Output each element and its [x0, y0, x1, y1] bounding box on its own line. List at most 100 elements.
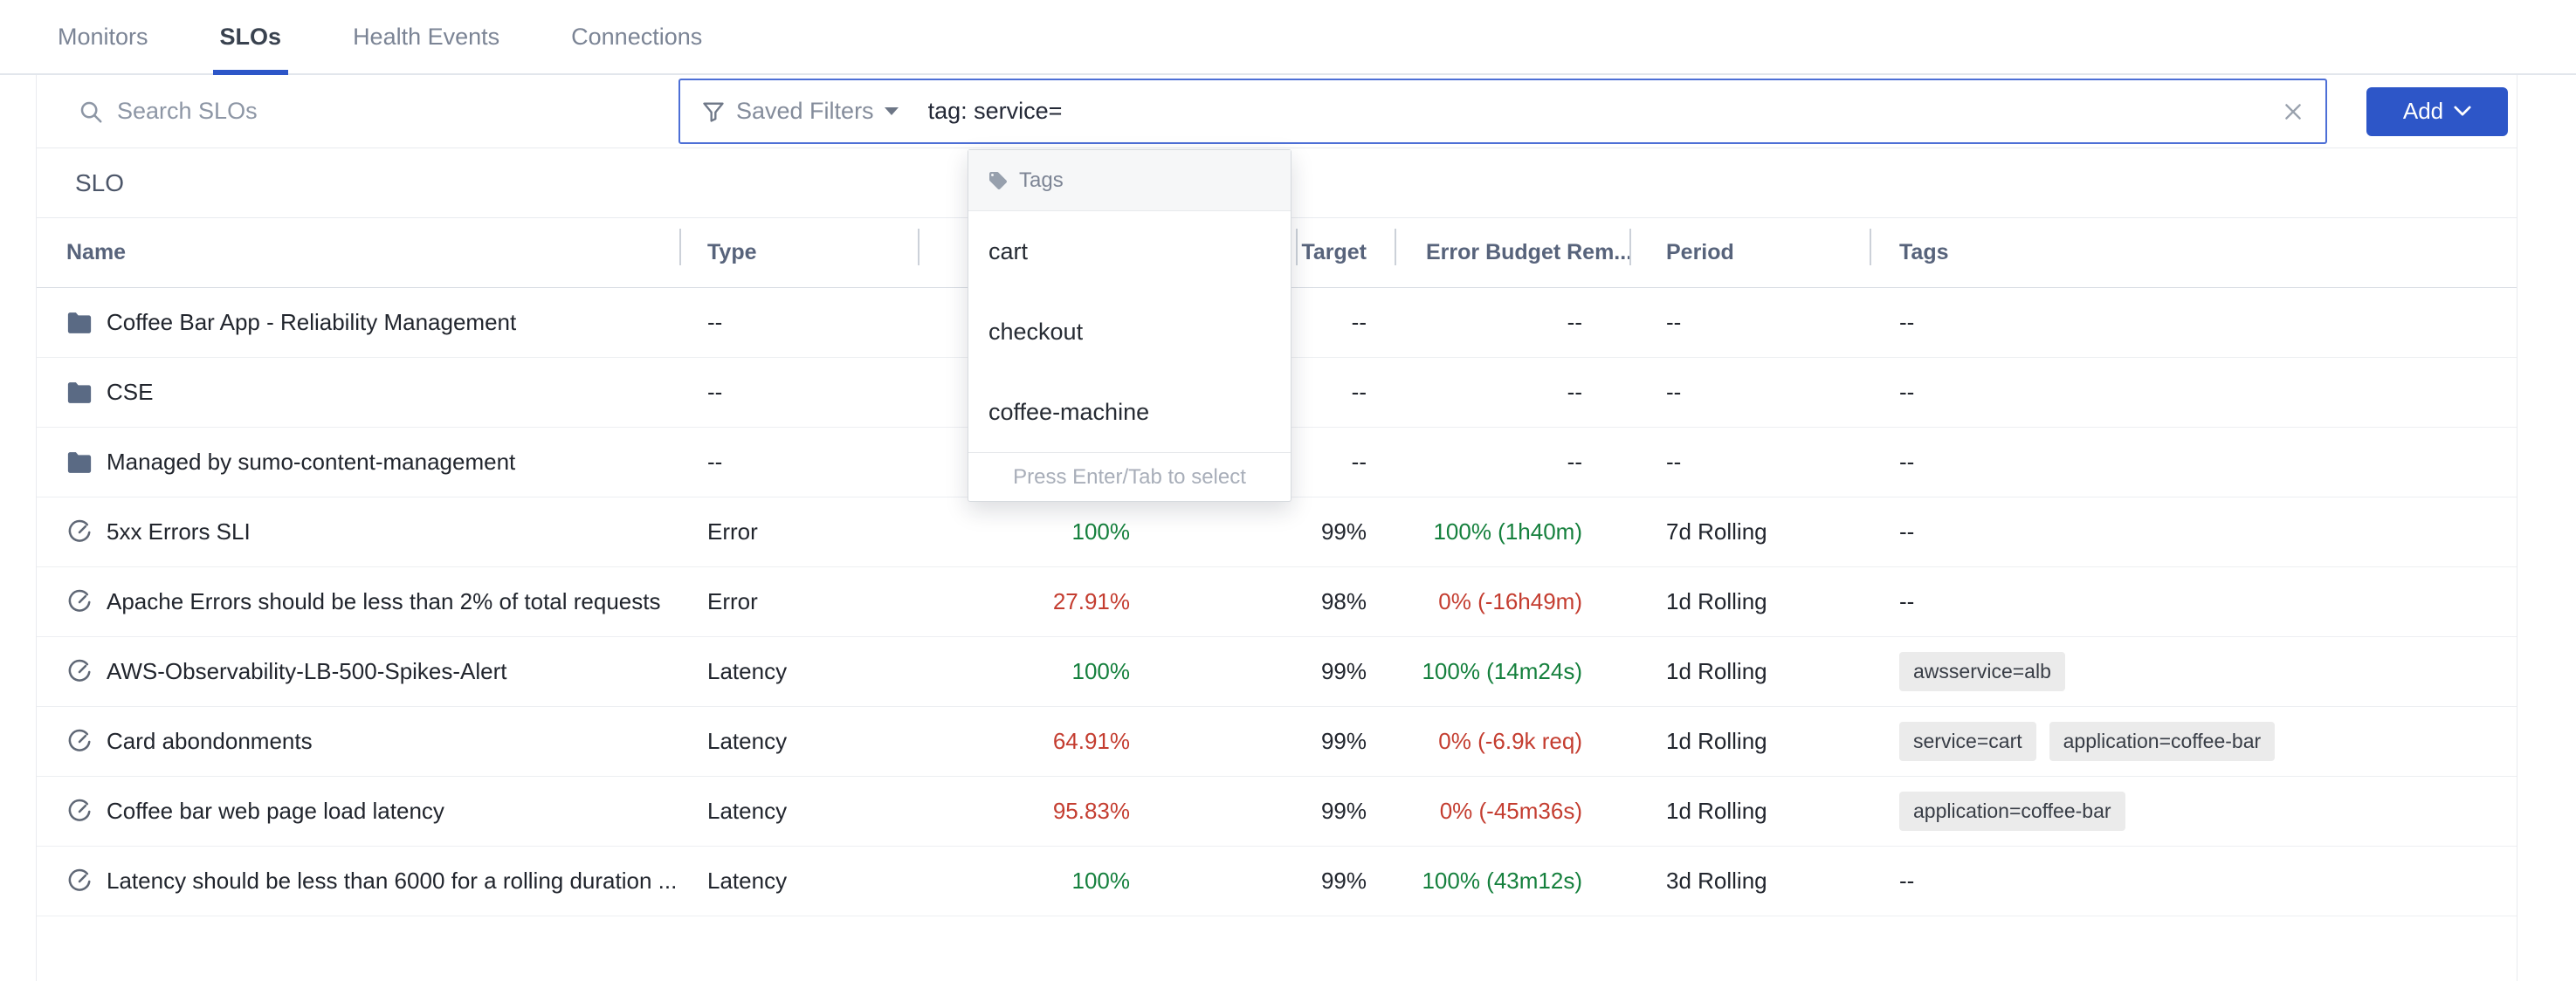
- slo-gauge-icon: [66, 729, 93, 755]
- column-separator: [918, 229, 920, 265]
- target-cell: --: [1351, 309, 1367, 335]
- tag-icon: [988, 170, 1009, 191]
- tag-chip[interactable]: service=cart: [1899, 722, 2036, 761]
- period-cell: 3d Rolling: [1666, 868, 1767, 894]
- top-tab-bar: Monitors SLOs Health Events Connections: [0, 0, 2576, 75]
- current-value-cell: 27.91%: [1052, 588, 1130, 614]
- tab-connections[interactable]: Connections: [571, 23, 703, 50]
- slo-gauge-icon: [66, 659, 93, 685]
- column-header-error-budget[interactable]: Error Budget Rem...: [1426, 240, 1633, 264]
- tags-empty-dash: --: [1899, 379, 1915, 405]
- tags-empty-dash: --: [1899, 449, 1915, 475]
- filter-query-text[interactable]: tag: service=: [927, 98, 1063, 124]
- slo-name: Apache Errors should be less than 2% of …: [107, 588, 661, 614]
- period-cell: 1d Rolling: [1666, 658, 1767, 684]
- table-header-row: Name Type Target Error Budget Rem... Per…: [37, 218, 2517, 288]
- tag-chip[interactable]: application=coffee-bar: [1899, 792, 2125, 831]
- folder-icon: [66, 451, 93, 474]
- tags-cell: --: [1870, 588, 2517, 615]
- error-budget-cell: 100% (43m12s): [1422, 868, 1582, 894]
- add-button-label: Add: [2402, 98, 2444, 124]
- dropdown-footer-hint: Press Enter/Tab to select: [968, 452, 1291, 501]
- slo-name: AWS-Observability-LB-500-Spikes-Alert: [107, 658, 507, 684]
- tags-cell: --: [1870, 309, 2517, 336]
- column-header-tags[interactable]: Tags: [1899, 240, 1949, 264]
- column-header-period[interactable]: Period: [1666, 240, 1734, 264]
- tab-slos[interactable]: SLOs: [212, 0, 288, 75]
- column-separator: [679, 229, 681, 265]
- current-value-cell: 100%: [1071, 518, 1131, 545]
- target-cell: --: [1351, 449, 1367, 475]
- type-cell: --: [707, 309, 723, 335]
- type-cell: Error: [707, 518, 758, 545]
- tag-chip[interactable]: application=coffee-bar: [2049, 722, 2276, 761]
- search-icon: [78, 99, 104, 125]
- table-row[interactable]: AWS-Observability-LB-500-Spikes-Alert La…: [37, 637, 2517, 707]
- slo-gauge-icon: [66, 868, 93, 895]
- search-box[interactable]: [37, 98, 678, 125]
- tags-cell: service=cart application=coffee-bar: [1870, 722, 2517, 761]
- current-value-cell: 100%: [1071, 868, 1131, 894]
- column-separator: [1629, 229, 1631, 265]
- tags-empty-dash: --: [1899, 588, 1915, 614]
- tag-chip[interactable]: awsservice=alb: [1899, 652, 2065, 691]
- period-cell: --: [1666, 309, 1682, 335]
- column-header-target[interactable]: Target: [1301, 240, 1367, 264]
- dropdown-header-label: Tags: [1019, 168, 1064, 192]
- current-value-cell: 100%: [1071, 658, 1131, 684]
- add-button[interactable]: Add: [2366, 86, 2508, 136]
- error-budget-cell: 0% (-6.9k req): [1438, 728, 1582, 754]
- slo-gauge-icon: [66, 799, 93, 825]
- chevron-down-icon: [2454, 106, 2471, 116]
- dropdown-item-checkout[interactable]: checkout: [968, 292, 1291, 372]
- table-row[interactable]: Coffee bar web page load latency Latency…: [37, 777, 2517, 847]
- target-cell: 99%: [1320, 798, 1367, 824]
- search-input[interactable]: [117, 98, 606, 125]
- column-header-name[interactable]: Name: [66, 240, 127, 264]
- target-cell: 99%: [1320, 658, 1367, 684]
- dropdown-item-coffee-machine[interactable]: coffee-machine: [968, 372, 1291, 452]
- tags-cell: --: [1870, 379, 2517, 406]
- tab-health-events[interactable]: Health Events: [353, 23, 500, 50]
- slo-name: Coffee bar web page load latency: [107, 798, 444, 824]
- caret-down-icon: [884, 107, 899, 115]
- tags-empty-dash: --: [1899, 518, 1915, 545]
- type-cell: Latency: [707, 728, 788, 754]
- tags-cell: --: [1870, 518, 2517, 545]
- period-cell: 1d Rolling: [1666, 588, 1767, 614]
- period-cell: 1d Rolling: [1666, 798, 1767, 824]
- type-cell: --: [707, 449, 723, 475]
- table-row[interactable]: Latency should be less than 6000 for a r…: [37, 847, 2517, 916]
- slo-gauge-icon: [66, 589, 93, 615]
- error-budget-cell: 0% (-45m36s): [1439, 798, 1582, 824]
- slo-gauge-icon: [66, 519, 93, 545]
- target-cell: 98%: [1320, 588, 1367, 614]
- tags-empty-dash: --: [1899, 868, 1915, 894]
- folder-icon: [66, 381, 93, 404]
- tab-monitors[interactable]: Monitors: [58, 23, 148, 50]
- filter-input-box[interactable]: Saved Filters tag: service=: [678, 79, 2327, 144]
- current-value-cell: 95.83%: [1052, 798, 1130, 824]
- period-cell: 7d Rolling: [1666, 518, 1767, 545]
- slo-name: Managed by sumo-content-management: [107, 449, 516, 475]
- table-row[interactable]: Card abondonments Latency 64.91% 99% 0% …: [37, 707, 2517, 777]
- error-budget-cell: 100% (14m24s): [1422, 658, 1582, 684]
- dropdown-item-cart[interactable]: cart: [968, 211, 1291, 292]
- type-cell: Error: [707, 588, 758, 614]
- error-budget-cell: 0% (-16h49m): [1438, 588, 1582, 614]
- saved-filters-trigger[interactable]: Saved Filters: [736, 98, 874, 124]
- tag-suggestions-dropdown: Tags cart checkout coffee-machine Press …: [968, 149, 1291, 502]
- column-separator: [1395, 229, 1396, 265]
- slo-name: 5xx Errors SLI: [107, 518, 251, 545]
- clear-x-icon[interactable]: [2282, 100, 2304, 123]
- target-cell: 99%: [1320, 868, 1367, 894]
- current-value-cell: 64.91%: [1052, 728, 1130, 754]
- slo-name: Coffee Bar App - Reliability Management: [107, 309, 517, 335]
- table-row[interactable]: Apache Errors should be less than 2% of …: [37, 567, 2517, 637]
- table-row[interactable]: 5xx Errors SLI Error 100% 99% 100% (1h40…: [37, 497, 2517, 567]
- dropdown-header: Tags: [968, 150, 1291, 211]
- type-cell: --: [707, 379, 723, 405]
- period-cell: --: [1666, 449, 1682, 475]
- column-header-type[interactable]: Type: [707, 240, 757, 264]
